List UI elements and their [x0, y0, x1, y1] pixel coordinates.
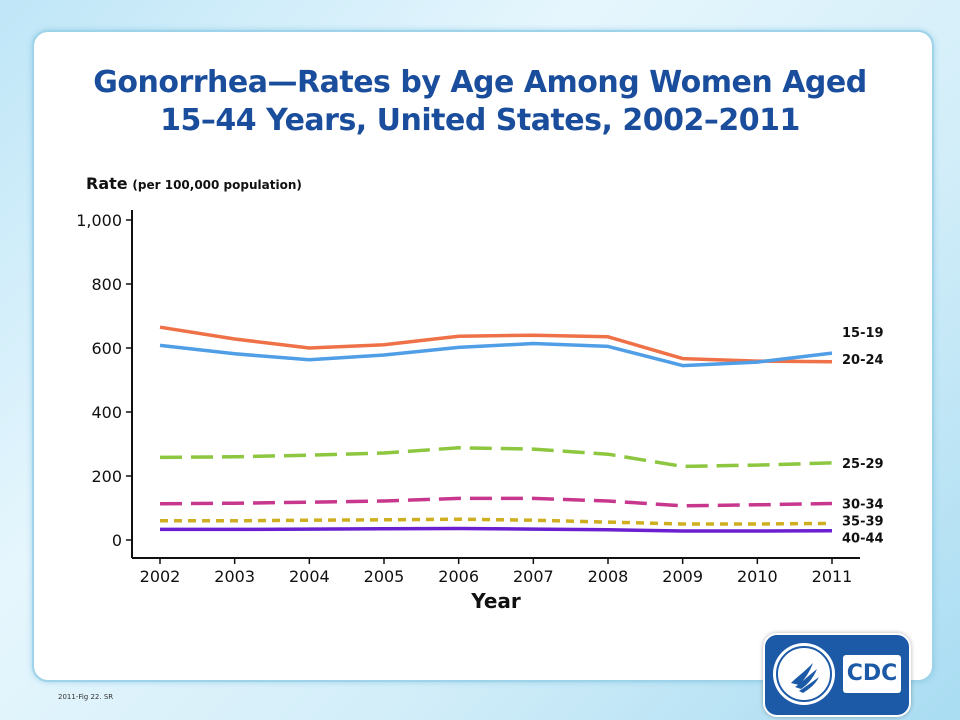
series-label-35-39: 35-39 [842, 515, 884, 530]
x-axis-title: Year [470, 589, 521, 613]
y-axis-unit: (per 100,000 population) [132, 178, 302, 192]
series-label-20-24: 20-24 [842, 353, 884, 368]
y-tick-label: 400 [91, 403, 122, 422]
series-label-40-44: 40-44 [842, 532, 884, 547]
chart-title-line-1: Gonorrhea—Rates by Age Among Women Aged [93, 65, 867, 100]
x-tick-label: 2004 [289, 567, 330, 586]
cdc-logo: CDC [763, 633, 911, 717]
chart-series-labels: 15-19 20-24 25-29 30-34 35-39 40-44 [842, 326, 884, 546]
series-line-15-19 [159, 341, 833, 368]
x-tick-label: 2009 [662, 567, 703, 586]
y-axis-label: Rate [86, 174, 128, 193]
series-line-20-24 [159, 325, 833, 364]
x-tick-label: 2008 [588, 567, 629, 586]
chart-axes: 0 200 400 600 800 1,000 2002 2003 2004 2005 2006 20… [76, 210, 860, 613]
series-label-25-29: 25-29 [842, 457, 884, 472]
series-line-35-39 [160, 517, 833, 526]
x-tick-label: 2006 [438, 567, 479, 586]
series-line-25-29 [159, 446, 833, 469]
x-tick-label: 2010 [737, 567, 778, 586]
y-axis-title: Rate (per 100,000 population) [86, 174, 302, 193]
series-label-30-34: 30-34 [842, 498, 884, 513]
chart-series [159, 325, 833, 533]
slide-card [32, 30, 934, 682]
series-line-30-34 [159, 496, 833, 508]
cdc-logo-text: CDC [843, 655, 901, 693]
y-tick-label: 200 [91, 467, 122, 486]
x-tick-label: 2003 [214, 567, 255, 586]
x-tick-label: 2007 [513, 567, 554, 586]
y-tick-label: 800 [91, 275, 122, 294]
x-tick-label: 2005 [364, 567, 405, 586]
y-tick-label: 600 [91, 339, 122, 358]
chart-title: Gonorrhea—Rates by Age Among Women Aged … [40, 64, 920, 140]
series-label-15-19: 15-19 [842, 326, 884, 341]
chart-title-line-2: 15–44 Years, United States, 2002–2011 [160, 103, 800, 138]
y-tick-label: 1,000 [76, 211, 122, 230]
series-line-40-44 [160, 526, 833, 533]
x-tick-label: 2011 [812, 567, 853, 586]
figure-footnote: 2011-Fig 22. SR [58, 693, 114, 701]
y-tick-label: 0 [112, 531, 122, 550]
hhs-seal-icon [773, 643, 835, 705]
x-tick-label: 2002 [140, 567, 181, 586]
